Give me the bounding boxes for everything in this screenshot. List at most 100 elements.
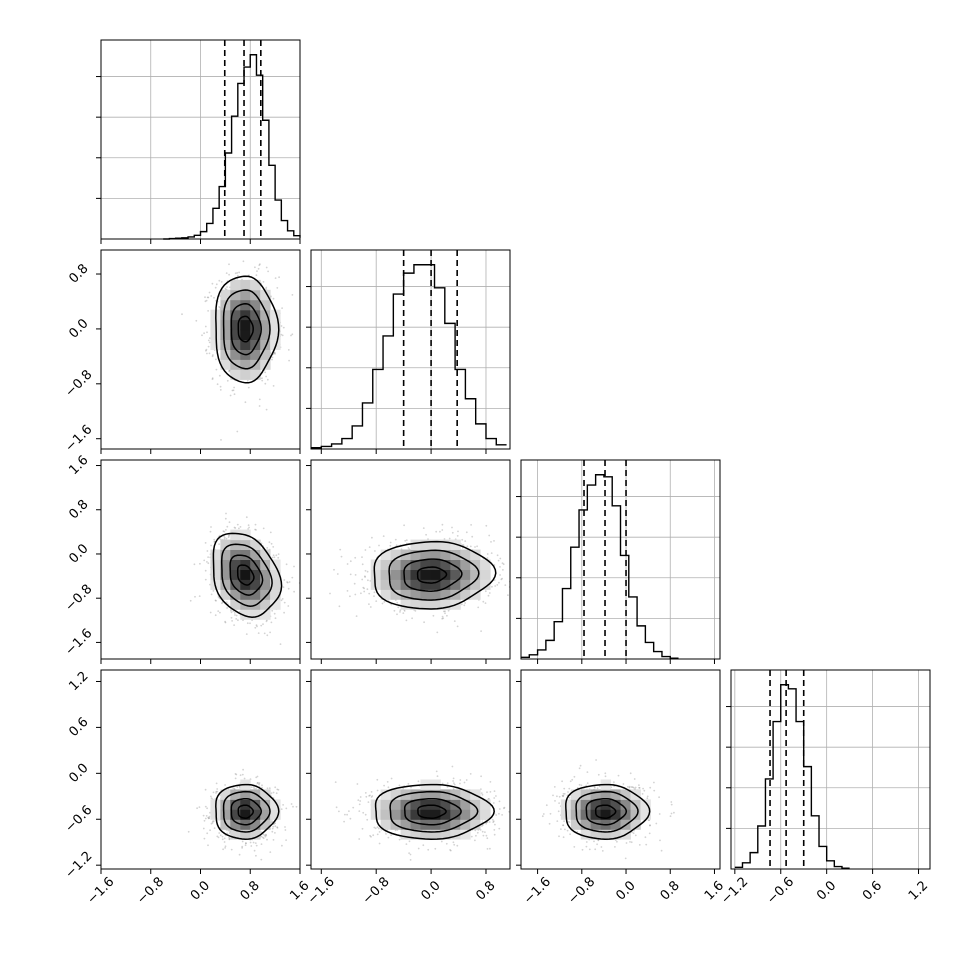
density-cell <box>250 280 261 290</box>
density-cell <box>430 570 441 580</box>
density-cell <box>220 310 231 320</box>
density-cell <box>250 609 261 620</box>
scatter-point <box>255 855 257 857</box>
scatter-point <box>199 595 201 597</box>
scatter-point <box>436 632 438 634</box>
scatter-point <box>283 612 285 614</box>
scatter-point <box>238 528 240 530</box>
scatter-point <box>208 346 210 348</box>
scatter-point <box>390 834 392 836</box>
scatter-point <box>284 826 286 828</box>
scatter-point <box>212 355 214 357</box>
scatter-point <box>235 774 237 776</box>
scatter-point <box>249 622 251 624</box>
scatter-point <box>235 272 237 274</box>
scatter-point <box>225 513 227 515</box>
scatter-point <box>215 791 217 793</box>
scatter-point <box>266 547 268 549</box>
scatter-point <box>261 784 263 786</box>
density-cell <box>240 320 250 331</box>
scatter-point <box>288 349 290 351</box>
panel-background <box>521 460 720 659</box>
scatter-point <box>266 634 268 636</box>
scatter-point <box>488 535 490 537</box>
scatter-point <box>490 541 492 543</box>
scatter-point <box>201 334 203 336</box>
scatter-point <box>352 807 354 809</box>
scatter-point <box>278 553 280 555</box>
scatter-point <box>224 841 226 843</box>
scatter-point <box>271 831 273 833</box>
scatter-point <box>289 581 291 583</box>
scatter-point <box>181 313 183 315</box>
scatter-point <box>233 387 235 389</box>
scatter-point <box>399 785 401 787</box>
scatter-point <box>406 539 408 541</box>
scatter-point <box>199 563 201 565</box>
scatter-point <box>255 842 257 844</box>
scatter-point <box>212 378 214 380</box>
scatter-point <box>205 326 207 328</box>
density-cell <box>220 799 231 809</box>
scatter-point <box>356 615 358 617</box>
scatter-point <box>272 826 274 828</box>
scatter-point <box>374 550 376 552</box>
scatter-point <box>464 540 466 542</box>
scatter-point <box>383 535 385 537</box>
scatter-point <box>253 842 255 844</box>
scatter-point <box>333 569 335 571</box>
scatter-point <box>274 832 276 834</box>
scatter-point <box>234 393 236 395</box>
scatter-point <box>255 788 257 790</box>
scatter-point <box>281 307 283 309</box>
scatter-point <box>489 848 491 850</box>
scatter-point <box>204 820 206 822</box>
scatter-point <box>209 292 211 294</box>
scatter-point <box>272 557 274 559</box>
scatter-point <box>236 786 238 788</box>
scatter-point <box>255 524 257 526</box>
scatter-point <box>271 543 273 545</box>
scatter-point <box>194 596 196 598</box>
scatter-point <box>360 592 362 594</box>
scatter-point <box>487 553 489 555</box>
scatter-point <box>207 297 209 299</box>
scatter-point <box>266 839 268 841</box>
scatter-point <box>339 549 341 551</box>
scatter-point <box>239 854 241 856</box>
scatter-point <box>234 788 236 790</box>
scatter-point <box>296 806 298 808</box>
scatter-point <box>485 525 487 527</box>
scatter-point <box>276 789 278 791</box>
scatter-point <box>225 529 227 531</box>
scatter-point <box>354 557 356 559</box>
density-cell <box>220 809 231 820</box>
scatter-point <box>368 593 370 595</box>
scatter-point <box>494 585 496 587</box>
scatter-point <box>265 376 267 378</box>
scatter-point <box>347 563 349 565</box>
scatter-point <box>389 545 391 547</box>
scatter-point <box>210 545 212 547</box>
scatter-point <box>207 550 209 552</box>
scatter-point <box>437 775 439 777</box>
density-cell <box>411 540 421 550</box>
scatter-point <box>204 296 206 298</box>
scatter-point <box>286 563 288 565</box>
scatter-point <box>260 625 262 627</box>
scatter-point <box>224 784 226 786</box>
scatter-point <box>210 295 212 297</box>
density-cell <box>401 599 411 610</box>
scatter-point <box>367 571 369 573</box>
scatter-point <box>266 267 268 269</box>
scatter-point <box>373 595 375 597</box>
scatter-point <box>238 272 240 274</box>
scatter-point <box>355 574 357 576</box>
scatter-point <box>256 270 258 272</box>
scatter-point <box>452 532 454 534</box>
scatter-point <box>274 786 276 788</box>
density-cell <box>391 570 401 580</box>
scatter-point <box>270 532 272 534</box>
scatter-point <box>255 777 257 779</box>
scatter-point <box>256 626 258 628</box>
